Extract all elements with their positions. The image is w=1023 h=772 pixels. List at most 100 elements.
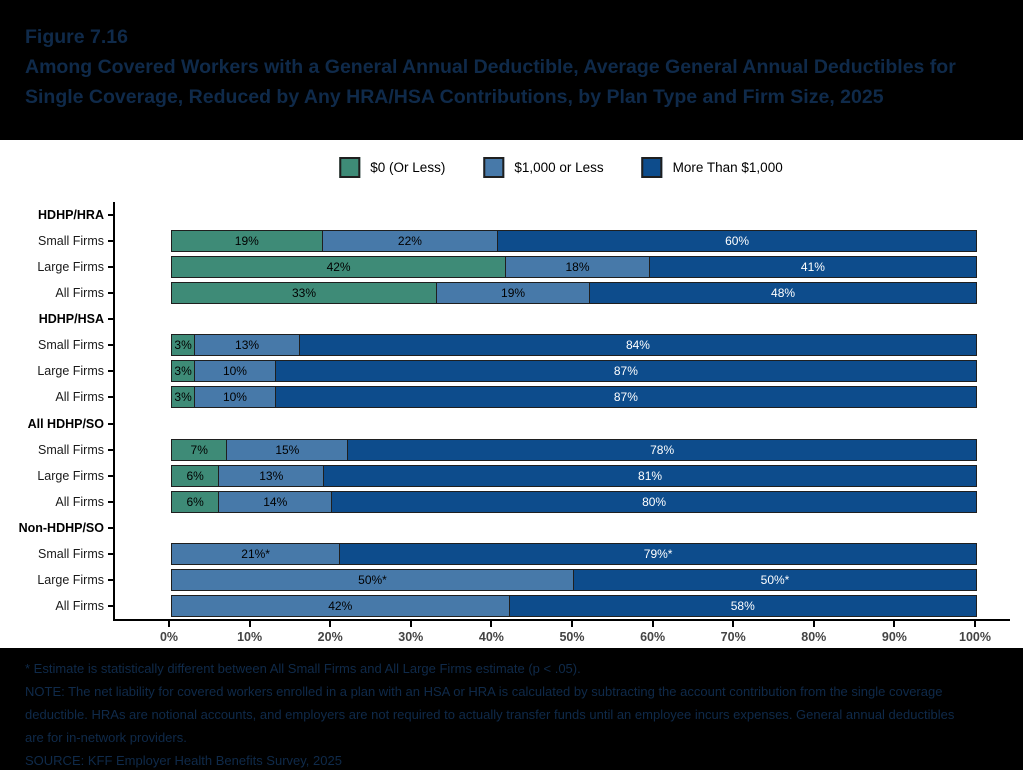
chart-row: Small Firms 7% 15% 78%	[38, 437, 1010, 463]
legend-item: $1,000 or Less	[483, 157, 604, 178]
chart-row: All Firms 33% 19% 48%	[55, 280, 1010, 306]
legend-item: $0 (Or Less)	[339, 157, 445, 178]
x-axis-tick	[571, 621, 573, 627]
bar-value-label: 3%	[174, 390, 192, 405]
bar-segment: 15%	[227, 438, 349, 461]
y-axis-label: Small Firms	[38, 546, 104, 561]
legend-swatch	[641, 157, 663, 178]
bar-value-label: 6%	[186, 468, 204, 483]
x-axis-tick	[732, 621, 735, 627]
bar-segment: 60%	[498, 230, 977, 253]
x-axis-tick	[409, 621, 412, 627]
chart-row: Large Firms 42% 18% 41%	[37, 254, 1010, 280]
bar-segment: 3%	[171, 386, 196, 409]
bar-segment: 10%	[195, 360, 276, 383]
bar-segment: 78%	[348, 438, 977, 461]
bar-segment: 3%	[171, 360, 196, 383]
y-axis-label: Small Firms	[38, 338, 104, 353]
legend-label: $0 (Or Less)	[370, 160, 446, 175]
x-axis-tick	[651, 621, 654, 627]
bar-track: 7% 15% 78%	[171, 438, 977, 461]
bar-segment: 14%	[219, 490, 333, 513]
bar-segment: 7%	[171, 438, 228, 461]
x-axis-tick-label: 20%	[317, 630, 343, 644]
chart-row: Small Firms 3% 13% 84%	[38, 332, 1010, 358]
bar-segment: 10%	[195, 386, 276, 409]
x-axis-tick-label: 80%	[801, 630, 827, 644]
bar-segment: 80%	[332, 490, 977, 513]
figure-title: Among Covered Workers with a General Ann…	[25, 56, 956, 108]
chart-row: Large Firms 3% 10% 87%	[37, 358, 1010, 384]
bar-segment: 33%	[171, 282, 437, 305]
bar-value-label: 13%	[235, 338, 260, 353]
bar-track: 42% 18% 41%	[171, 256, 977, 279]
bar-value-label: 50%*	[358, 572, 387, 587]
legend-swatch	[483, 157, 505, 178]
y-axis-tick	[108, 526, 114, 529]
bar-track: 6% 13% 81%	[171, 464, 977, 487]
y-axis-label: Large Firms	[37, 260, 104, 275]
bar-value-label: 78%	[650, 442, 675, 457]
x-axis-tick-label: 40%	[478, 630, 504, 644]
chart-row: Large Firms 50%* 50%*	[37, 567, 1010, 593]
bar-segment: 13%	[195, 334, 300, 357]
bar-track: 3% 10% 87%	[171, 360, 977, 383]
bar-segment: 50%*	[574, 568, 977, 591]
bar-value-label: 58%	[730, 598, 755, 613]
bar-segment: 6%	[171, 490, 220, 513]
bar-value-label: 19%	[501, 286, 526, 301]
bar-track: 6% 14% 80%	[171, 490, 977, 513]
bar-value-label: 33%	[291, 286, 316, 301]
bar-value-label: 3%	[174, 364, 192, 379]
y-axis-label: All HDHP/SO	[27, 416, 104, 431]
figure-number: Figure 7.16	[25, 26, 128, 48]
bar-segment: 19%	[171, 230, 323, 253]
x-axis-tick-label: 70%	[720, 630, 746, 644]
bar-value-label: 6%	[186, 494, 204, 509]
legend-label: $1,000 or Less	[514, 160, 604, 175]
asterisk-footnote: * Estimate is statistically different be…	[25, 661, 581, 676]
bar-value-label: 48%	[771, 286, 796, 301]
bar-value-label: 80%	[642, 494, 667, 509]
bar-value-label: 3%	[174, 338, 192, 353]
chart-area: $0 (Or Less) $1,000 or Less More Than $1,0…	[0, 140, 1023, 648]
chart-group-row: HDHP/HRA	[38, 202, 1010, 228]
y-axis-label: Large Firms	[37, 572, 104, 587]
x-axis-tick-label: 90%	[881, 630, 907, 644]
bar-value-label: 42%	[328, 598, 353, 613]
y-axis-tick	[108, 266, 114, 269]
chart-row: Small Firms 19% 22% 60%	[38, 228, 1010, 254]
bar-value-label: 14%	[263, 494, 288, 509]
x-axis-tick	[812, 621, 815, 627]
bar-segment: 19%	[436, 282, 591, 305]
chart-row: Small Firms 21%* 79%*	[38, 541, 1010, 567]
y-axis-tick	[108, 344, 114, 347]
chart-legend: $0 (Or Less) $1,000 or Less More Than $1,0…	[339, 157, 783, 178]
y-axis-label: Large Firms	[37, 468, 104, 483]
y-axis-tick	[108, 552, 114, 555]
bar-segment: 58%	[509, 594, 977, 617]
bar-value-label: 7%	[190, 442, 208, 457]
chart-row: All Firms 42% 58%	[55, 593, 1010, 619]
bar-segment: 79%*	[340, 542, 977, 565]
bar-segment: 22%	[322, 230, 499, 253]
source-footnote: SOURCE: KFF Employer Health Benefits Sur…	[25, 753, 342, 768]
x-axis-tick-label: 0%	[159, 630, 179, 644]
chart-row: Large Firms 6% 13% 81%	[37, 463, 1010, 489]
bar-value-label: 87%	[613, 390, 638, 405]
chart-row: All Firms 3% 10% 87%	[55, 384, 1010, 410]
y-axis-label: Large Firms	[37, 364, 104, 379]
bar-value-label: 87%	[613, 364, 638, 379]
y-axis-label: HDHP/HRA	[38, 208, 104, 223]
y-axis-tick	[108, 370, 114, 373]
bar-segment: 48%	[590, 282, 977, 305]
bar-track: 42% 58%	[171, 594, 977, 617]
y-axis-tick	[108, 578, 114, 581]
y-axis-label: Small Firms	[38, 234, 104, 249]
x-axis-tick-label: 30%	[398, 630, 424, 644]
bar-value-label: 19%	[234, 234, 259, 249]
x-axis-tick	[490, 621, 493, 627]
y-axis-tick	[108, 604, 114, 607]
x-axis-tick	[974, 621, 976, 627]
bar-value-label: 50%*	[760, 572, 790, 587]
